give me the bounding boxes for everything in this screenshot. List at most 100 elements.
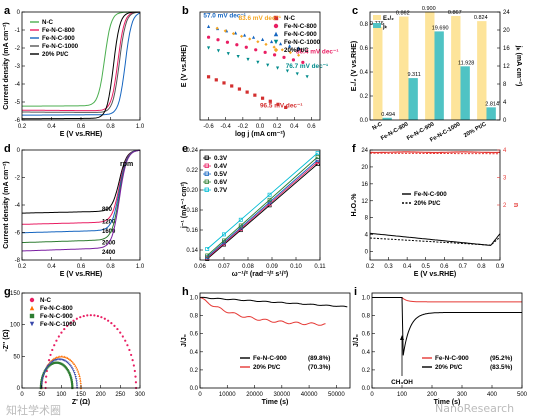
g-xtick-label: 200	[96, 392, 107, 398]
g-xtick-label: 0	[20, 392, 24, 398]
h-xtick-label: 40000	[301, 392, 318, 398]
tafel-slope-label-2: 57.0 mV dec⁻¹	[203, 12, 245, 19]
i-xtick-label: 500	[517, 392, 528, 398]
point-b-2	[269, 39, 274, 44]
g-ytick-label: 150	[10, 291, 21, 297]
h-ytick-label: 1.0	[190, 296, 199, 302]
point-b-2	[278, 42, 283, 46]
bar-e-half-2	[425, 12, 435, 120]
eis-point-1	[51, 358, 54, 361]
panel-letter-g: g	[4, 286, 11, 298]
eis-point-1	[69, 358, 72, 361]
c-right-ytick-label: 12	[503, 64, 510, 70]
eis-point-2	[70, 379, 73, 382]
d-xtick-label: 1.0	[136, 264, 145, 270]
point-b-1	[216, 38, 220, 42]
i-ytick-label: 0.8	[362, 314, 371, 320]
f-xtick-label: 0.5	[422, 264, 431, 270]
g-ytick-label: 100	[10, 323, 21, 329]
f-ytick-label: 0	[365, 250, 369, 256]
eis-point-0	[75, 317, 78, 320]
eis-point-3	[43, 372, 46, 375]
e-ytick-label: 0.16	[186, 228, 198, 234]
d-xtick-label: 0.4	[47, 264, 56, 270]
bar-e-half-0	[373, 26, 383, 121]
eis-point-0	[103, 317, 106, 320]
e-ytick-label: 0.20	[186, 188, 198, 194]
eis-point-2	[68, 372, 71, 375]
a-ytick-label: -1	[15, 28, 21, 34]
eis-point-3	[63, 359, 66, 362]
eis-point-3	[62, 359, 65, 362]
i-ytick-label: 0.4	[362, 350, 371, 356]
eis-point-3	[74, 375, 77, 379]
h-ytick-label: 0.0	[190, 386, 199, 392]
point-b-2	[296, 46, 301, 50]
legend-b-0-label: N-C	[284, 15, 296, 22]
eis-point-0	[124, 339, 127, 342]
eis-point-1	[73, 362, 76, 366]
h2o2-line-fe-n-c-900	[369, 232, 501, 246]
eis-point-0	[113, 324, 116, 327]
point-b-3	[256, 60, 260, 64]
watermark-right: NanoResearch	[435, 402, 515, 415]
a-xtick-label: 1.0	[136, 124, 145, 130]
h-ytick-label: 0.6	[190, 332, 199, 338]
point-b-1	[263, 50, 267, 54]
legend-c-swatch-1	[373, 23, 381, 28]
n-line-fe-n-c-900	[370, 151, 500, 154]
b-xtick-label: -0.4	[221, 124, 232, 130]
kl-point-2	[267, 200, 272, 205]
d-ytick-label: -2	[15, 176, 21, 182]
g-ylabel: -Z'' (Ω)	[3, 329, 10, 351]
b-xtick-label: 0.0	[256, 124, 265, 130]
eis-point-3	[71, 368, 74, 371]
point-b-1	[225, 40, 230, 44]
legend-a-4-label: 20% Pt/C	[42, 51, 69, 58]
line-rpm-1600	[22, 149, 141, 234]
f-ytick-label: 16	[361, 182, 368, 188]
point-b-4	[272, 45, 276, 49]
eis-point-3	[43, 370, 47, 373]
f-ytick-label: 8	[365, 216, 369, 222]
eis-point-0	[134, 375, 137, 378]
point-b-4	[256, 40, 260, 44]
legend-b-3-label: Fe-N-C-1000	[284, 39, 321, 46]
h2o2-line-pt-c	[369, 236, 501, 246]
point-b-3	[216, 49, 221, 53]
d-xtick-label: 0.8	[106, 264, 115, 270]
h-ylabel: J/J₀	[181, 334, 188, 347]
f-ylabel-right: n	[512, 203, 519, 207]
point-b-2	[206, 24, 211, 28]
e-ytick-label: 0.24	[186, 148, 198, 154]
a-ytick-label: 0	[17, 10, 21, 16]
eis-point-1	[54, 356, 57, 359]
point-b-3	[236, 55, 240, 59]
b-ylabel: E (V vs.RHE)	[181, 45, 188, 87]
eis-point-1	[79, 379, 82, 382]
legend-g-0-marker	[29, 297, 35, 303]
e-xtick-label: 0.10	[290, 264, 302, 270]
stability-line-1	[199, 297, 326, 326]
eis-point-2	[71, 382, 74, 386]
eis-point-3	[41, 375, 45, 379]
i-xtick-label: 100	[397, 392, 408, 398]
point-b-3	[285, 69, 290, 73]
point-b-3	[275, 66, 280, 70]
f-right-tick-label: 4	[503, 148, 507, 154]
eis-point-1	[61, 355, 64, 358]
eis-point-2	[63, 365, 66, 368]
legend-a-0-label: N-C	[42, 19, 54, 26]
e-xlabel: ω⁻¹/² (rad⁻¹/² s¹/²)	[232, 271, 288, 278]
point-b-3	[266, 63, 270, 67]
kl-point-3	[222, 238, 226, 243]
point-b-4	[223, 29, 227, 33]
eis-point-1	[77, 372, 80, 375]
eis-point-2	[56, 361, 59, 364]
e-xtick-label: 0.11	[314, 264, 326, 270]
b-xtick-label: 0.2	[273, 124, 282, 130]
h-frame	[199, 292, 351, 389]
panel-h: Fe-N-C-900 (89.8%) 20% Pt/C (70.3%) 0 10000 20…	[181, 286, 351, 406]
eis-point-3	[42, 373, 45, 377]
eis-point-0	[66, 324, 69, 327]
